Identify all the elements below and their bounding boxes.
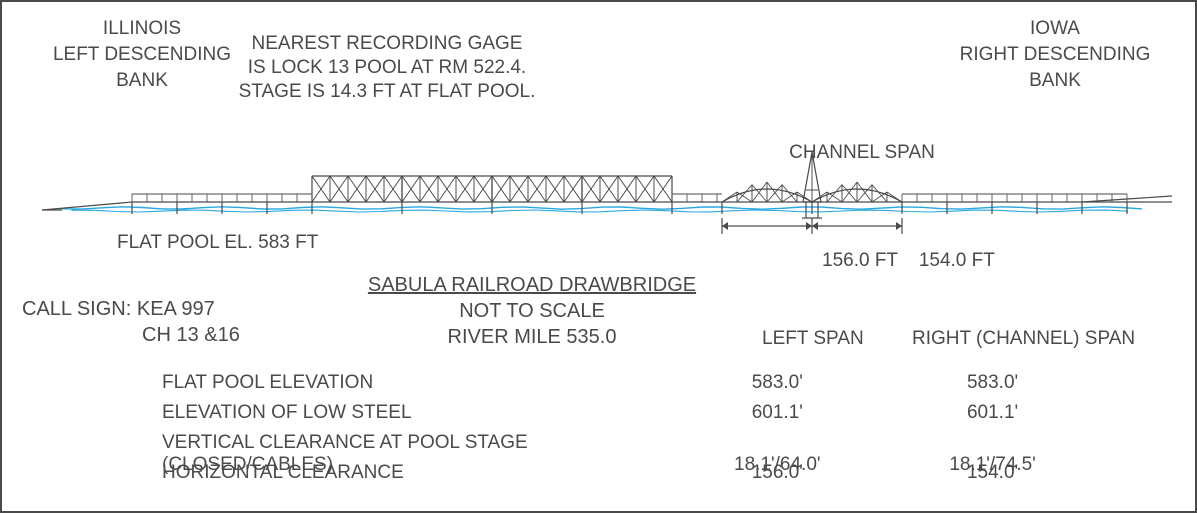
right-bank-l2: RIGHT DESCENDING <box>945 42 1165 68</box>
river-mile: RIVER MILE 535.0 <box>352 324 712 350</box>
span-dim-left: 156.0 FT <box>822 250 898 271</box>
scale-note: NOT TO SCALE <box>352 298 712 324</box>
table-row: FLAT POOL ELEVATION 583.0' 583.0' <box>162 372 1162 402</box>
left-bank-label: ILLINOIS LEFT DESCENDING BANK <box>42 16 242 94</box>
left-bank-l2: LEFT DESCENDING <box>42 42 242 68</box>
table-row: ELEVATION OF LOW STEEL 601.1' 601.1' <box>162 402 1162 432</box>
call-sign-l1: CALL SIGN: KEA 997 <box>22 296 240 322</box>
right-bank-l3: BANK <box>945 68 1165 94</box>
left-bank-state: ILLINOIS <box>42 16 242 42</box>
table-header-right: RIGHT (CHANNEL) SPAN <box>912 328 1135 350</box>
row-right: 583.0' <box>873 372 1113 394</box>
row-label: FLAT POOL ELEVATION <box>162 372 682 394</box>
flat-pool-label: FLAT POOL EL. 583 FT <box>117 232 318 254</box>
row-left: 601.1' <box>687 402 867 424</box>
call-sign: CALL SIGN: KEA 997 CH 13 &16 <box>22 296 240 348</box>
call-sign-l2: CH 13 &16 <box>22 322 240 348</box>
table-header-left: LEFT SPAN <box>762 328 864 350</box>
title-block: SABULA RAILROAD DRAWBRIDGE NOT TO SCALE … <box>352 272 712 350</box>
row-left: 156.0' <box>687 462 867 484</box>
right-bank-label: IOWA RIGHT DESCENDING BANK <box>945 16 1165 94</box>
span-dim-right: 154.0 FT <box>919 250 995 271</box>
row-left: 583.0' <box>687 372 867 394</box>
clearance-table: FLAT POOL ELEVATION 583.0' 583.0' ELEVAT… <box>162 372 1162 492</box>
gage-note-l1: NEAREST RECORDING GAGE <box>232 32 542 56</box>
drawing-frame: ILLINOIS LEFT DESCENDING BANK NEAREST RE… <box>0 0 1197 513</box>
gage-note-l3: STAGE IS 14.3 FT AT FLAT POOL. <box>232 80 542 104</box>
row-label: HORIZONTAL CLEARANCE <box>162 462 682 484</box>
row-right: 601.1' <box>873 402 1113 424</box>
table-row: HORIZONTAL CLEARANCE 156.0' 154.0' <box>162 462 1162 492</box>
bridge-title: SABULA RAILROAD DRAWBRIDGE <box>352 272 712 298</box>
table-row: VERTICAL CLEARANCE AT POOL STAGE (CLOSED… <box>162 432 1162 462</box>
row-right: 154.0' <box>873 462 1113 484</box>
gage-note: NEAREST RECORDING GAGE IS LOCK 13 POOL A… <box>232 32 542 104</box>
gage-note-l2: IS LOCK 13 POOL AT RM 522.4. <box>232 56 542 80</box>
row-label: ELEVATION OF LOW STEEL <box>162 402 682 424</box>
span-dims: 156.0 FT 154.0 FT <box>822 250 995 272</box>
right-bank-state: IOWA <box>945 16 1165 42</box>
left-bank-l3: BANK <box>42 68 242 94</box>
